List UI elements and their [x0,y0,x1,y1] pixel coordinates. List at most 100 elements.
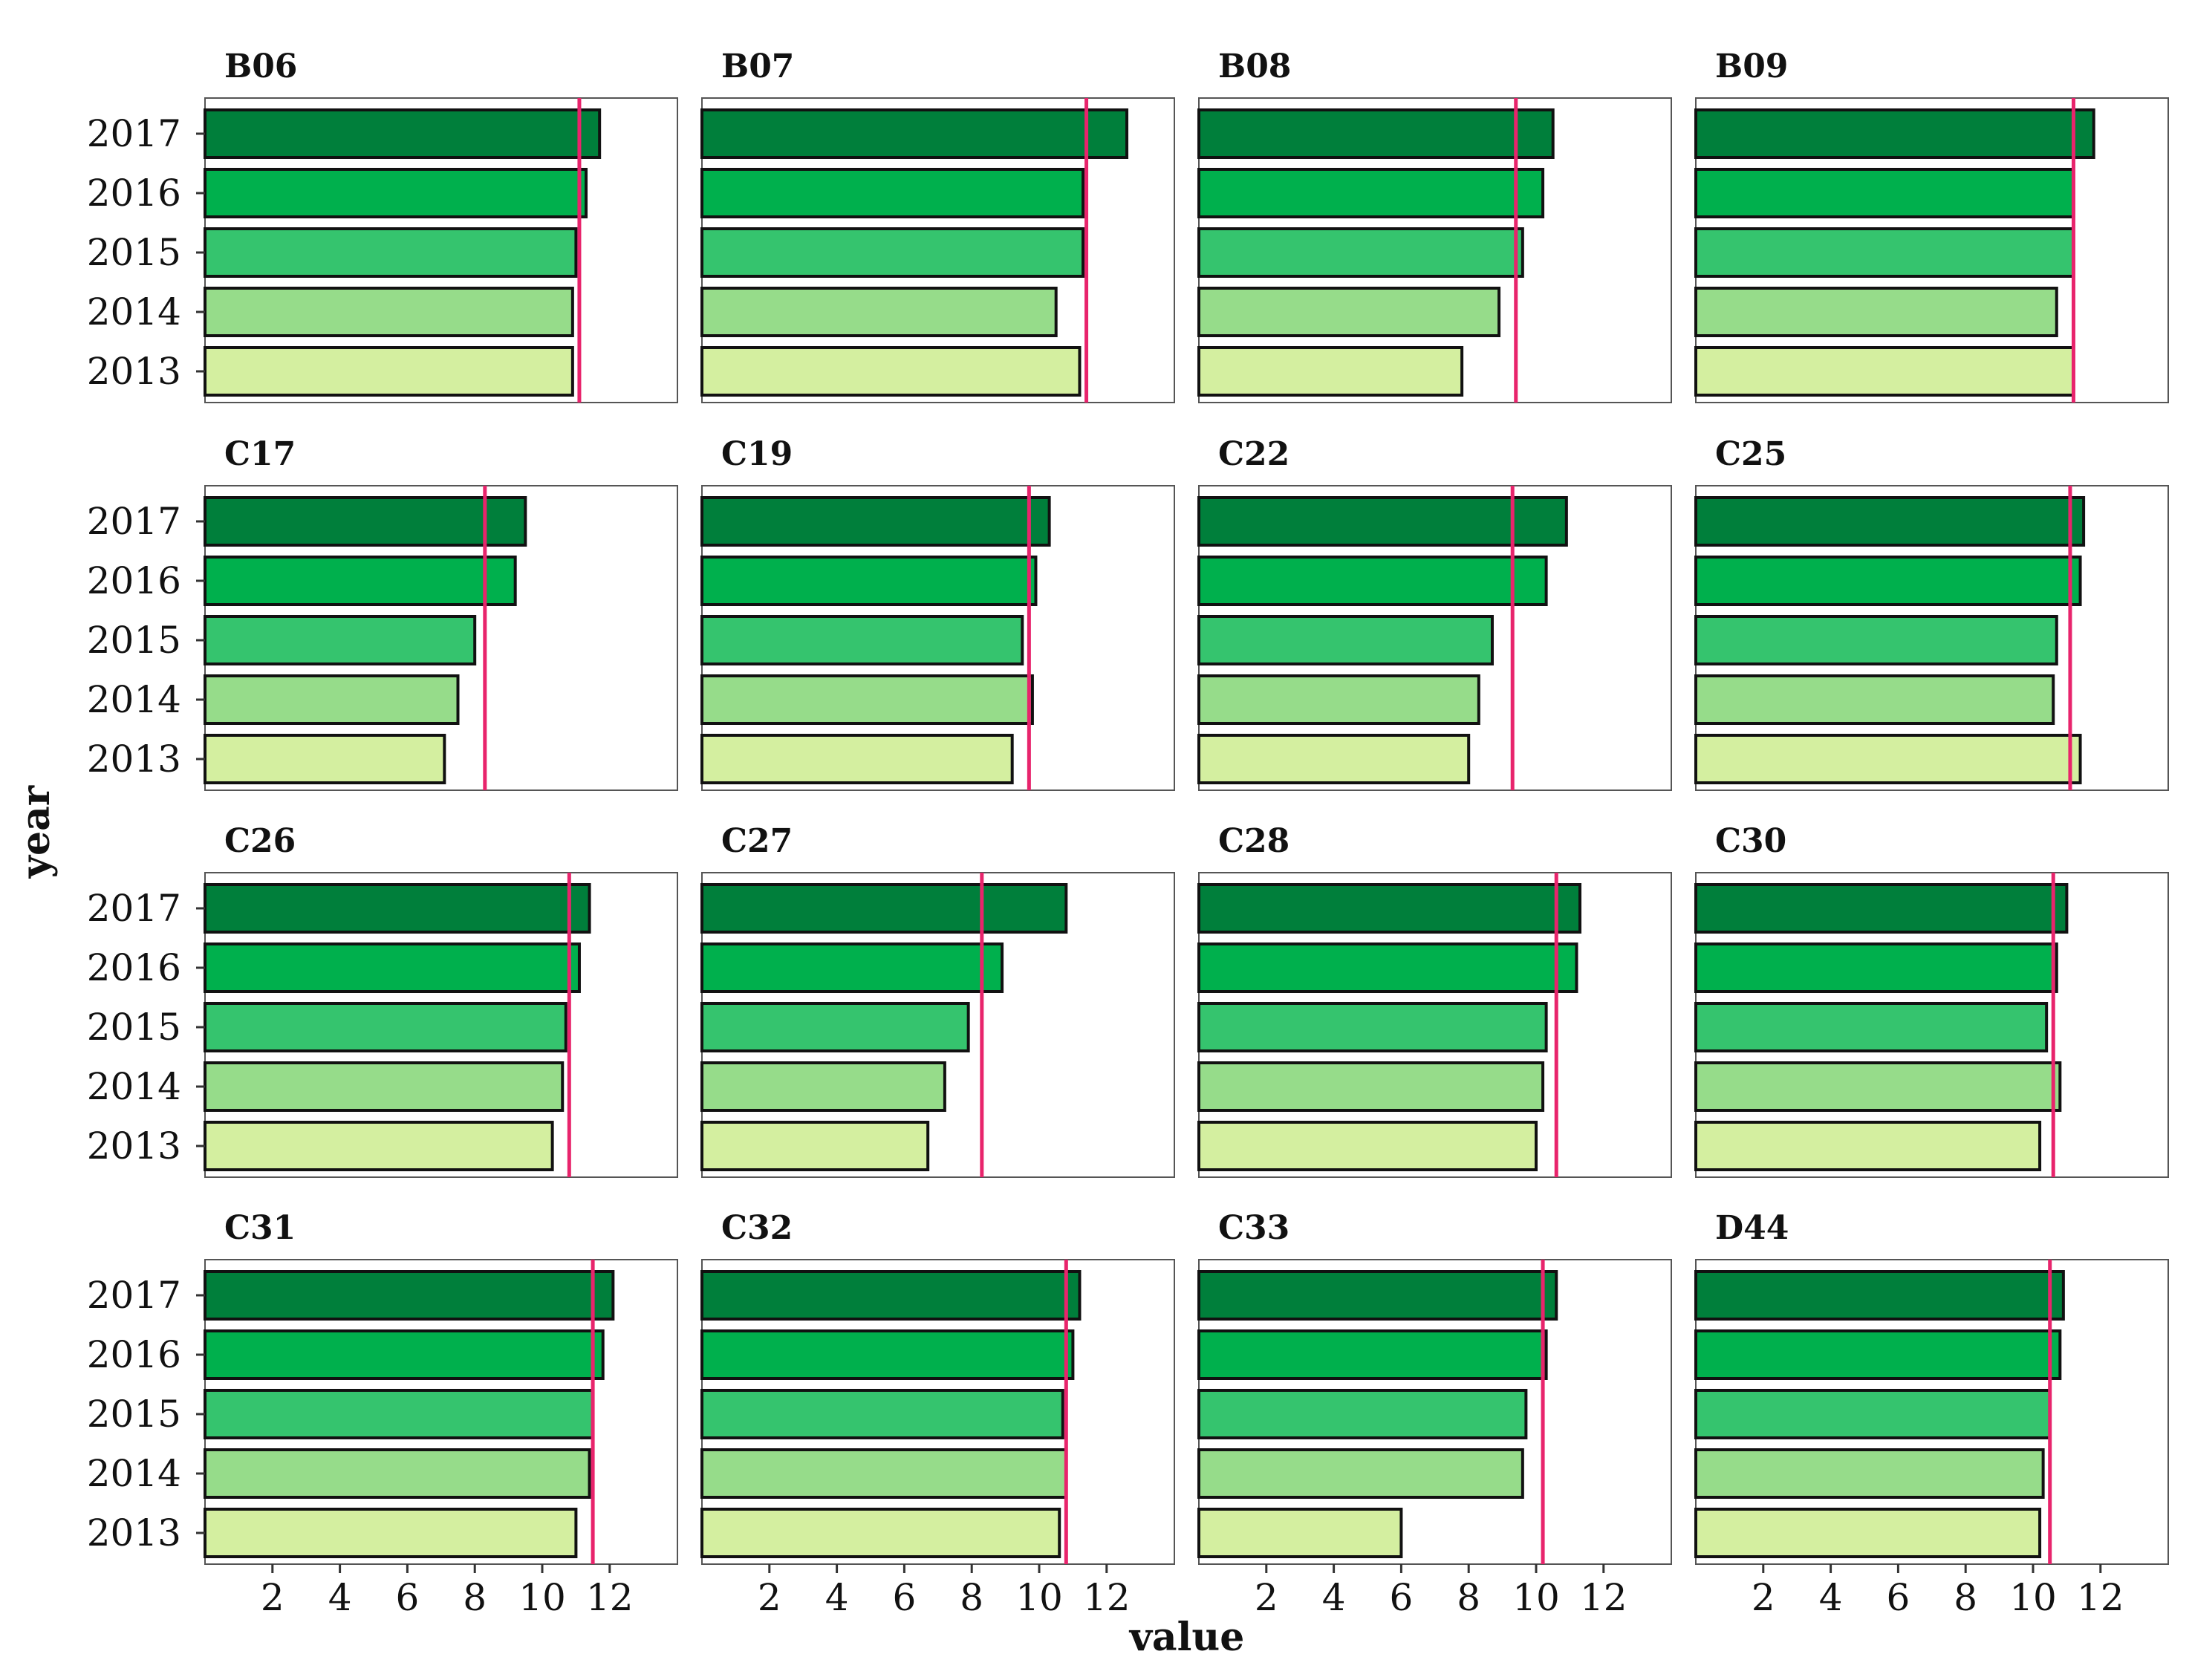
bar-c26-2014 [204,1061,565,1112]
panel-c26: C26 2017 2016 2015 2014 2013 [87,822,678,1178]
bar-b08-2015 [1197,227,1524,278]
bar-b08-2017 [1197,108,1555,159]
panel-title-c33: C33 [1218,1209,1289,1247]
x-tick-label-c33-12: 12 [1580,1576,1627,1619]
bar-c31-2015 [204,1389,595,1439]
bar-b07-2016 [700,168,1085,218]
bar-c32-2017 [700,1270,1082,1321]
bar-c32-2016 [700,1329,1075,1380]
bar-b07-2014 [700,287,1058,337]
bar-c32-2013 [700,1508,1061,1558]
y-tick-label-2017: 2017 [87,112,181,155]
y-tick-label-2013: 2013 [87,1511,181,1554]
bar-c28-2014 [1197,1061,1545,1112]
y-tick-label-2013: 2013 [87,738,181,781]
bar-c22-2016 [1197,556,1548,606]
bar-c31-2016 [204,1329,605,1380]
panel-b09: B09 [1694,48,2169,403]
x-tick-label-c31-4: 4 [328,1576,352,1619]
bar-c22-2015 [1197,615,1494,665]
x-tick-label-d44-2: 2 [1752,1576,1775,1619]
y-tick-label-2017: 2017 [87,1274,181,1317]
bar-c33-2017 [1197,1270,1558,1321]
x-tick-label-c32-6: 6 [892,1576,916,1619]
panel-c27: C27 [700,822,1175,1178]
bar-c26-2013 [204,1121,554,1171]
bar-c27-2017 [700,883,1068,934]
x-tick-label-c32-12: 12 [1083,1576,1131,1619]
y-tick-label-2014: 2014 [87,678,181,721]
bar-b07-2017 [700,108,1129,159]
bar-c22-2013 [1197,734,1471,784]
bar-c17-2014 [204,674,460,725]
bar-c33-2016 [1197,1329,1548,1380]
bar-c26-2015 [204,1002,567,1052]
bar-b09-2014 [1694,287,2058,337]
bar-c28-2017 [1197,883,1582,934]
bar-c33-2014 [1197,1448,1524,1499]
x-tick-label-c32-2: 2 [758,1576,781,1619]
bar-c32-2015 [700,1389,1064,1439]
bar-c27-2015 [700,1002,970,1052]
bar-c31-2014 [204,1448,591,1499]
bar-b09-2015 [1694,227,2075,278]
bar-b06-2014 [204,287,574,337]
bar-c25-2016 [1694,556,2082,606]
bar-b07-2015 [700,227,1085,278]
bar-c25-2017 [1694,496,2086,547]
bar-c30-2016 [1694,942,2058,993]
bar-c25-2013 [1694,734,2082,784]
bar-c33-2015 [1197,1389,1528,1439]
panel-c30: C30 [1694,822,2169,1178]
bar-b09-2016 [1694,168,2075,218]
panel-c19: C19 [700,435,1175,791]
bar-d44-2017 [1694,1270,2065,1321]
bar-c25-2014 [1694,674,2055,725]
x-tick-label-d44-4: 4 [1819,1576,1843,1619]
bar-b06-2017 [204,108,602,159]
bar-d44-2015 [1694,1389,2052,1439]
x-tick-label-c31-2: 2 [261,1576,284,1619]
bar-c17-2017 [204,496,527,547]
bar-c27-2013 [700,1121,930,1171]
bar-c22-2014 [1197,674,1480,725]
y-tick-label-2014: 2014 [87,1452,181,1495]
y-tick-label-2016: 2016 [87,946,181,989]
y-axis-label: year [13,785,59,879]
x-tick-label-c32-8: 8 [960,1576,983,1619]
panel-title-b08: B08 [1218,48,1291,85]
y-tick-label-2014: 2014 [87,290,181,333]
bar-c19-2013 [700,734,1014,784]
bar-c28-2015 [1197,1002,1548,1052]
bar-c27-2014 [700,1061,946,1112]
x-tick-label-c33-6: 6 [1389,1576,1413,1619]
x-tick-label-d44-6: 6 [1886,1576,1910,1619]
bar-d44-2014 [1694,1448,2045,1499]
bar-c19-2014 [700,674,1034,725]
x-tick-label-c33-4: 4 [1322,1576,1346,1619]
x-tick-label-d44-12: 12 [2077,1576,2124,1619]
panel-title-c28: C28 [1218,822,1289,860]
y-tick-label-2017: 2017 [87,887,181,930]
bar-c19-2015 [700,615,1024,665]
panel-title-c25: C25 [1715,435,1786,473]
panel-b08: B08 [1197,48,1672,403]
x-tick-label-c33-10: 10 [1512,1576,1560,1619]
bar-c33-2013 [1197,1508,1403,1558]
bar-c28-2013 [1197,1121,1538,1171]
x-tick-label-c32-10: 10 [1015,1576,1063,1619]
bar-b07-2013 [700,346,1082,397]
panel-title-c26: C26 [224,822,296,860]
bar-b06-2013 [204,346,574,397]
bar-c17-2016 [204,556,517,606]
panel-c17: C17 2017 2016 2015 2014 2013 [87,435,678,791]
x-tick-label-c31-6: 6 [395,1576,419,1619]
panel-c25: C25 [1694,435,2169,791]
bar-d44-2013 [1694,1508,2042,1558]
x-tick-label-c31-10: 10 [518,1576,566,1619]
bar-c25-2015 [1694,615,2058,665]
y-tick-label-2016: 2016 [87,1333,181,1376]
y-tick-label-2017: 2017 [87,500,181,543]
